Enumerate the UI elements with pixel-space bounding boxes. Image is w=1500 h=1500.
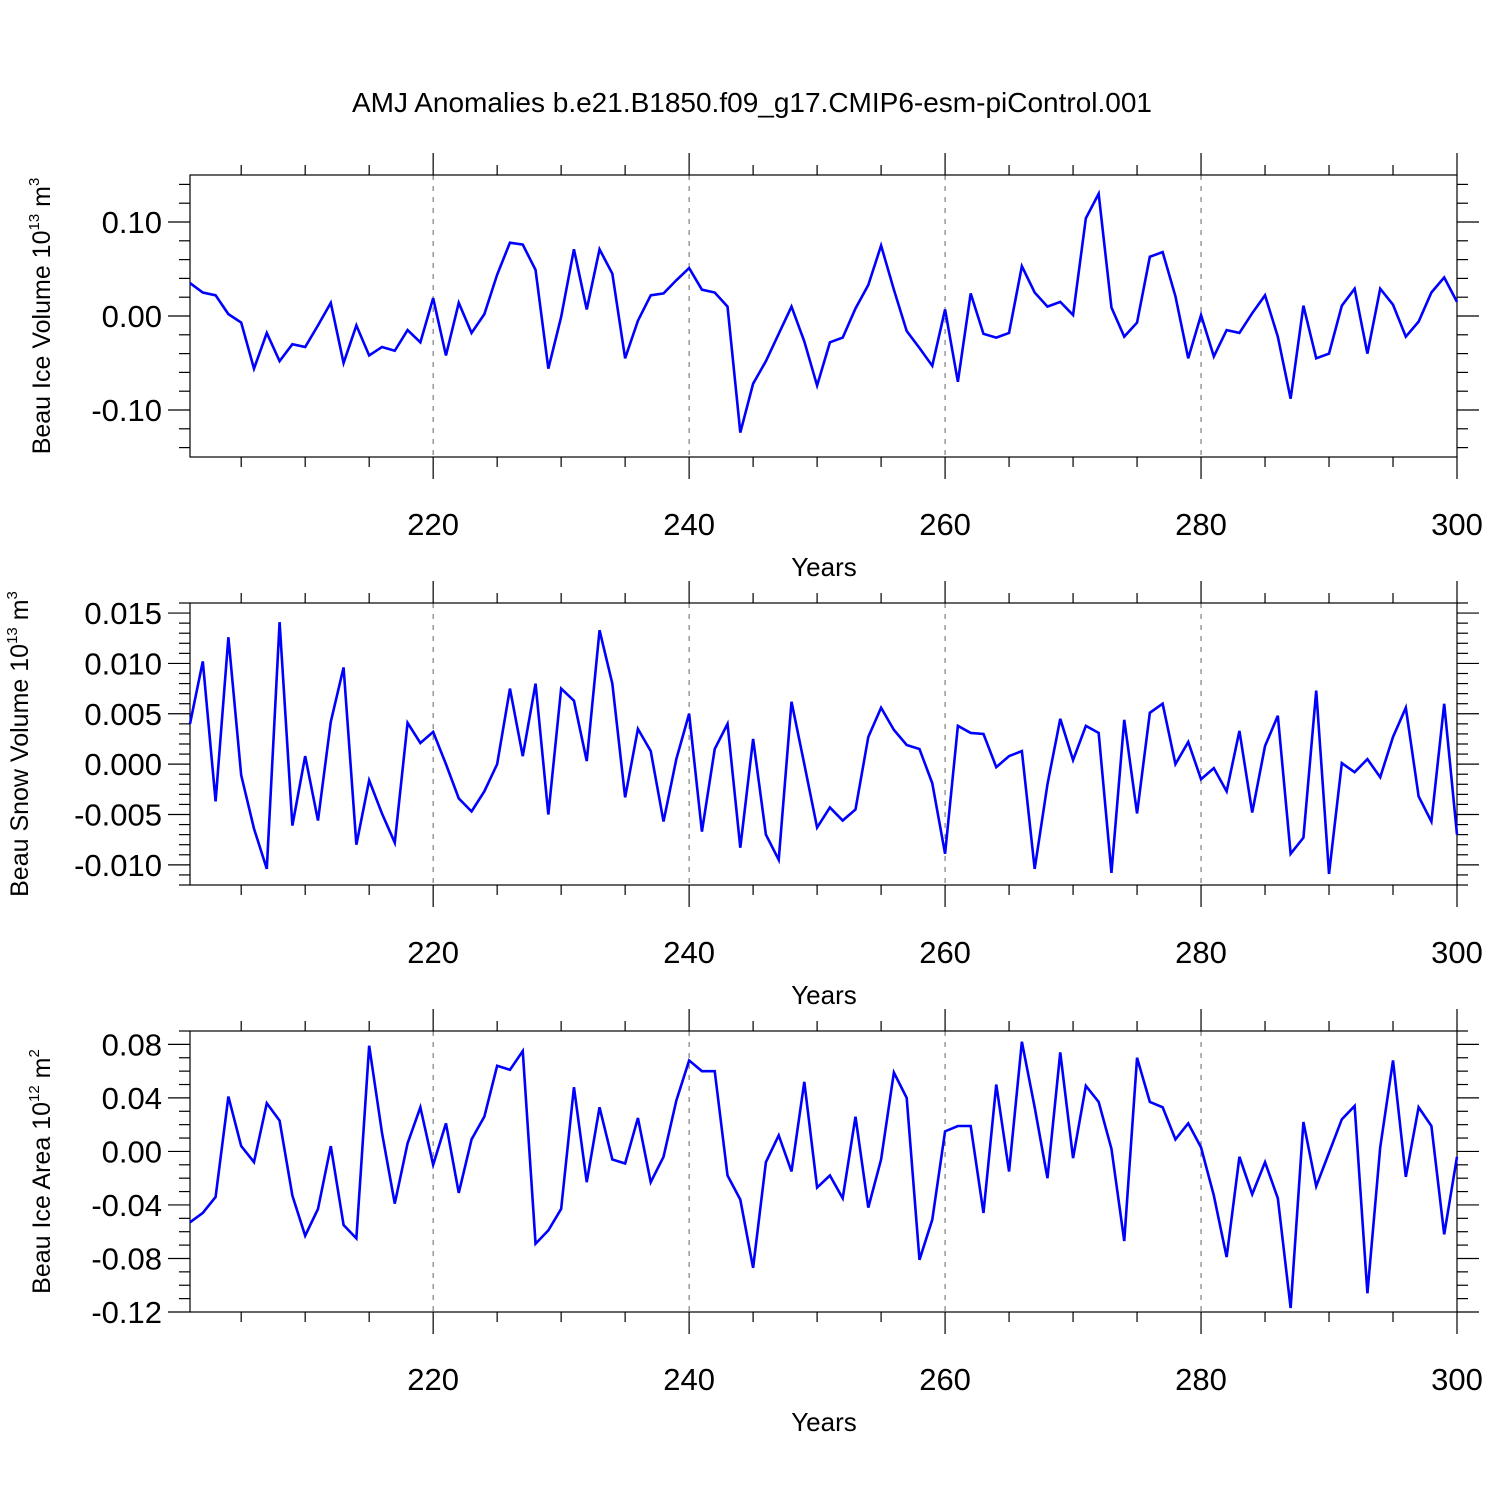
snow-volume-xtick-label: 300 bbox=[1431, 935, 1483, 970]
snow-volume-ytick-label: 0.015 bbox=[84, 596, 162, 631]
snow-volume-plot-frame bbox=[189, 602, 1458, 886]
ice-volume-ytick-label: 0.10 bbox=[102, 205, 162, 240]
ice-area-xtick-label: 280 bbox=[1175, 1362, 1227, 1397]
snow-volume-ytick-label: 0.000 bbox=[84, 747, 162, 782]
chart-title: AMJ Anomalies b.e21.B1850.f09_g17.CMIP6-… bbox=[352, 87, 1152, 118]
snow-volume-xaxis-title: Years bbox=[791, 980, 857, 1010]
snow-volume-panel: -0.010 -0.005 0.000 0.005 0.010 0.015 220 240 26… bbox=[4, 581, 1483, 1010]
snow-volume-ylabel-main: Beau Snow Volume 10 bbox=[6, 644, 34, 897]
snow-volume-ytick-label: -0.005 bbox=[74, 798, 162, 833]
snow-volume-ytick-label: 0.005 bbox=[84, 697, 162, 732]
ice-volume-xtick-label: 240 bbox=[663, 507, 715, 542]
ice-area-ylabel-exp: 12 bbox=[26, 1085, 43, 1102]
ice-area-xtick-label: 220 bbox=[407, 1362, 459, 1397]
ice-volume-xtick-label: 260 bbox=[919, 507, 971, 542]
ice-volume-ylabel-main: Beau Ice Volume 10 bbox=[28, 231, 56, 455]
ice-volume-plot-frame bbox=[189, 174, 1458, 458]
ice-area-ylabel-unit-exp: 2 bbox=[26, 1049, 43, 1057]
snow-volume-ylabel-exp: 13 bbox=[4, 627, 21, 644]
ice-volume-panel: -0.10 0.00 0.10 220 240 260 280 300 Years Beau Ic… bbox=[26, 153, 1483, 582]
ice-area-ytick-label: 0.04 bbox=[102, 1081, 162, 1116]
ice-area-series-line bbox=[189, 1041, 1459, 1309]
ice-area-yaxis-label: Beau Ice Area 1012 m2 bbox=[26, 1049, 56, 1294]
ice-volume-xtick-label: 280 bbox=[1175, 507, 1227, 542]
snow-volume-xtick-label: 220 bbox=[407, 935, 459, 970]
ice-area-ylabel-unit: m bbox=[28, 1058, 56, 1086]
ice-area-ytick-label: 0.08 bbox=[102, 1027, 162, 1062]
snow-volume-series-line bbox=[188, 622, 1459, 875]
ice-volume-ylabel-exp: 13 bbox=[26, 214, 43, 231]
ice-area-xtick-label: 240 bbox=[663, 1362, 715, 1397]
ice-area-ylabel-main: Beau Ice Area 10 bbox=[28, 1102, 56, 1294]
snow-volume-ylabel-unit: m bbox=[6, 599, 34, 627]
ice-area-ytick-label: -0.08 bbox=[91, 1241, 162, 1276]
snow-volume-xtick-label: 260 bbox=[919, 935, 971, 970]
snow-volume-ylabel-unit-exp: 3 bbox=[4, 591, 21, 599]
ice-area-xaxis-title: Years bbox=[791, 1407, 857, 1437]
ice-volume-ytick-label: 0.00 bbox=[102, 299, 162, 334]
ice-volume-series-line bbox=[189, 189, 1459, 433]
ice-area-xtick-label: 300 bbox=[1431, 1362, 1483, 1397]
snow-volume-yaxis-label: Beau Snow Volume 1013 m3 bbox=[4, 591, 34, 897]
ice-area-ytick-label: 0.00 bbox=[102, 1134, 162, 1169]
ice-area-ytick-label: -0.12 bbox=[91, 1295, 162, 1330]
ice-volume-ylabel-unit: m bbox=[28, 186, 56, 214]
ice-area-xtick-label: 260 bbox=[919, 1362, 971, 1397]
ice-area-plot-frame bbox=[189, 1030, 1458, 1313]
snow-volume-xtick-label: 280 bbox=[1175, 935, 1227, 970]
ice-volume-xaxis-title: Years bbox=[791, 552, 857, 582]
ice-volume-ylabel-unit-exp: 3 bbox=[26, 178, 43, 186]
snow-volume-xtick-label: 240 bbox=[663, 935, 715, 970]
ice-volume-xtick-label: 220 bbox=[407, 507, 459, 542]
ice-volume-xtick-label: 300 bbox=[1431, 507, 1483, 542]
snow-volume-ytick-label: 0.010 bbox=[84, 646, 162, 681]
snow-volume-ytick-label: -0.010 bbox=[74, 848, 162, 883]
ice-area-panel: -0.12 -0.08 -0.04 0.00 0.04 0.08 220 240 260 280 3… bbox=[26, 1009, 1483, 1437]
ice-volume-ytick-label: -0.10 bbox=[91, 393, 162, 428]
ice-volume-yaxis-label: Beau Ice Volume 1013 m3 bbox=[26, 178, 56, 455]
ice-area-ytick-label: -0.04 bbox=[91, 1188, 162, 1223]
